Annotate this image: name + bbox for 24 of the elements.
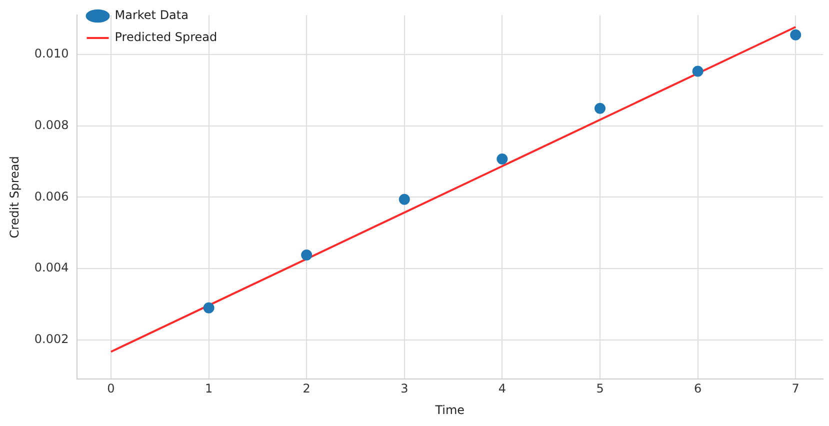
point	[496, 154, 508, 165]
legend-label: Market Data	[114, 8, 188, 22]
point	[790, 29, 802, 40]
point	[398, 194, 410, 205]
x-tick-label: 7	[792, 382, 800, 396]
legend-label: Predicted Spread	[114, 30, 218, 44]
x-tick-label: 5	[596, 382, 604, 396]
x-tick-label: 1	[204, 382, 213, 396]
x-tick-label: 0	[107, 382, 115, 396]
point	[692, 66, 704, 77]
y-axis-title: Credit Spread	[7, 156, 22, 238]
x-tick-label: 2	[302, 382, 310, 396]
point	[203, 302, 214, 314]
point	[301, 250, 312, 261]
y-tick-label: 0.006	[34, 189, 69, 204]
y-tick-label: 0.004	[34, 260, 69, 275]
y-tick-label: 0.008	[34, 118, 69, 132]
x-tick-label: 4	[498, 382, 506, 396]
x-axis-title: Time	[434, 402, 465, 417]
y-tick-label: 0.010	[34, 46, 69, 61]
y-tick-label: 0.002	[34, 332, 69, 346]
x-tick-label: 3	[400, 382, 408, 396]
x-tick-label: 6	[694, 382, 702, 396]
point	[594, 102, 606, 114]
